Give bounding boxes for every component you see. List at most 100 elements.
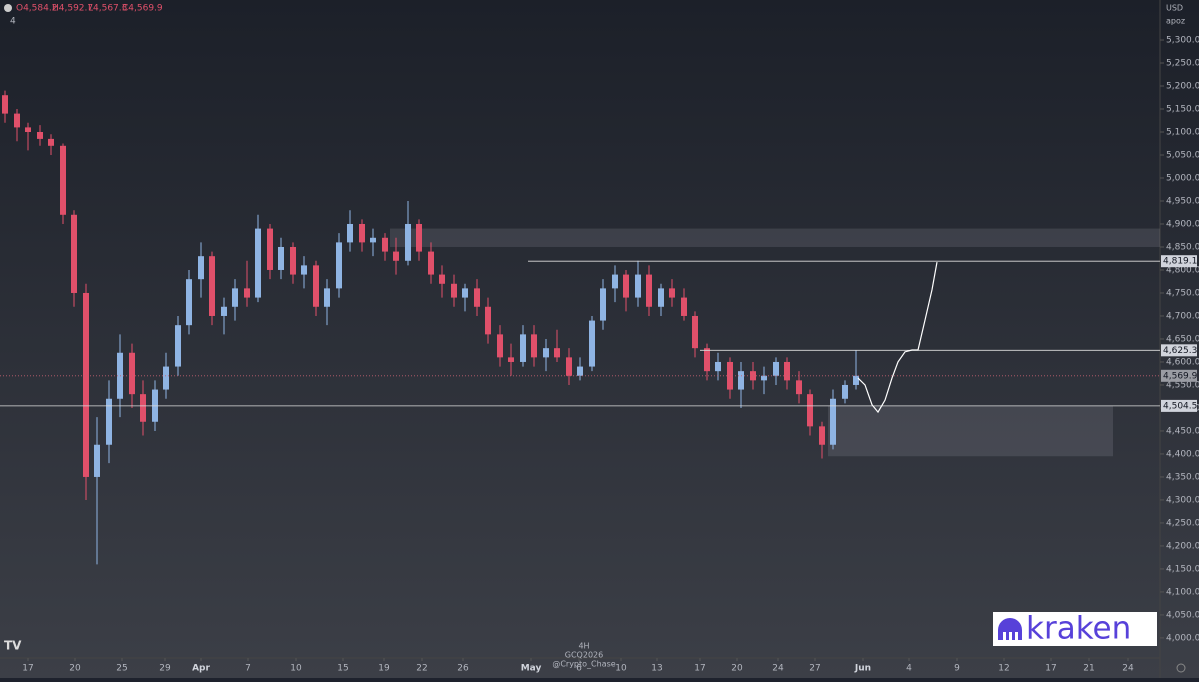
y-tick-label: 4,100.0 <box>1166 587 1199 597</box>
y-tick-label: 4,550.0 <box>1166 380 1199 390</box>
x-tick-label: 7 <box>245 664 251 674</box>
x-tick-label: 17 <box>1045 664 1056 674</box>
candle-body <box>94 444 100 477</box>
candle-body <box>612 274 618 289</box>
x-tick-label: 29 <box>159 664 171 674</box>
candle-body <box>704 348 710 372</box>
candle-body <box>842 384 848 399</box>
indicator-count[interactable]: 4 <box>10 17 16 27</box>
candle-body <box>681 297 687 316</box>
x-tick-label: 15 <box>337 664 348 674</box>
candle-body <box>382 237 388 252</box>
candle-body <box>589 320 595 367</box>
candle-body <box>393 251 399 261</box>
candle-body <box>715 361 721 372</box>
y-tick-label: 5,200.0 <box>1166 82 1199 92</box>
candle-body <box>853 375 859 385</box>
x-tick-label: 20 <box>731 664 743 674</box>
candle-body <box>336 242 342 289</box>
candle-body <box>819 426 825 445</box>
candle-body <box>508 357 514 362</box>
watermark-author: @Crypto_Chase <box>552 660 615 669</box>
scale-mode[interactable]: apoz <box>1166 17 1185 26</box>
candle-body <box>255 228 261 298</box>
y-tick-label: 4,600.0 <box>1166 357 1199 367</box>
y-tick-label: 4,850.0 <box>1166 242 1199 252</box>
candle-body <box>428 251 434 275</box>
level-label: 4,819.1 <box>1163 257 1197 267</box>
x-tick-label: 4 <box>906 664 912 674</box>
currency[interactable]: USD <box>1166 4 1183 13</box>
x-tick-label: 19 <box>378 664 390 674</box>
candle-body <box>106 398 112 445</box>
candle-body <box>669 288 675 298</box>
candle-body <box>738 371 744 390</box>
candle-body <box>83 292 89 477</box>
y-tick-label: 4,750.0 <box>1166 288 1199 298</box>
candle-body <box>186 279 192 326</box>
y-tick-label: 4,300.0 <box>1166 495 1199 505</box>
level-label-bg <box>1161 369 1197 382</box>
candle-body <box>175 325 181 367</box>
watermark-symbol: GCQ2026 <box>565 651 603 660</box>
candle-body <box>807 394 813 427</box>
candle-body <box>531 334 537 358</box>
candle-body <box>313 265 319 307</box>
y-tick-label: 5,050.0 <box>1166 150 1199 160</box>
candle-body <box>48 138 54 146</box>
candle-body <box>14 113 20 128</box>
candle-body <box>773 361 779 376</box>
x-tick-label: 17 <box>22 664 33 674</box>
candle-body <box>60 145 66 215</box>
brand-icon <box>998 618 1022 640</box>
ohlc-open: O4,584.2 <box>16 4 57 14</box>
candle-body <box>347 223 353 243</box>
x-tick-label: 13 <box>651 664 662 674</box>
candle-body <box>221 306 227 316</box>
candle-body <box>658 288 664 307</box>
candle-body <box>405 223 411 261</box>
x-tick-label: 20 <box>69 664 81 674</box>
candle-body <box>140 394 146 422</box>
candle-body <box>244 288 250 298</box>
level-label-bg <box>1161 399 1197 412</box>
candle-body <box>635 274 641 298</box>
level-label: 4,625.3 <box>1163 346 1197 356</box>
zone <box>390 228 1160 247</box>
candle-body <box>566 357 572 376</box>
candle-body <box>416 223 422 252</box>
y-tick-label: 4,650.0 <box>1166 334 1199 344</box>
zone <box>828 405 1113 457</box>
x-tick-label: 22 <box>416 664 427 674</box>
candle-body <box>209 256 215 316</box>
candle-body <box>600 288 606 321</box>
settings-icon[interactable] <box>1176 663 1186 673</box>
x-tick-label: 17 <box>694 664 705 674</box>
x-tick-label: 10 <box>290 664 302 674</box>
level-label-bg <box>1161 344 1197 357</box>
candle-body <box>623 274 629 298</box>
candle-body <box>37 132 43 139</box>
x-tick-label: May <box>521 664 542 674</box>
tv-logo: TV <box>4 639 22 653</box>
y-tick-label: 5,150.0 <box>1166 105 1199 115</box>
candle-body <box>554 348 560 358</box>
x-tick-label: 25 <box>116 664 127 674</box>
ohlc-low: L4,567.3 <box>88 4 127 14</box>
y-tick-label: 5,250.0 <box>1166 59 1199 69</box>
projection-path <box>857 262 938 414</box>
candle-body <box>543 348 549 358</box>
y-tick-label: 4,700.0 <box>1166 311 1199 321</box>
candle-body <box>761 375 767 381</box>
candle-body <box>370 237 376 243</box>
x-tick-label: 12 <box>998 664 1009 674</box>
y-tick-label: 4,900.0 <box>1166 219 1199 229</box>
y-tick-label: 4,450.0 <box>1166 426 1199 436</box>
candle-body <box>324 288 330 307</box>
ohlc-high: H4,592.7 <box>52 4 93 14</box>
y-tick-label: 5,100.0 <box>1166 128 1199 138</box>
y-tick-label: 4,200.0 <box>1166 541 1199 551</box>
